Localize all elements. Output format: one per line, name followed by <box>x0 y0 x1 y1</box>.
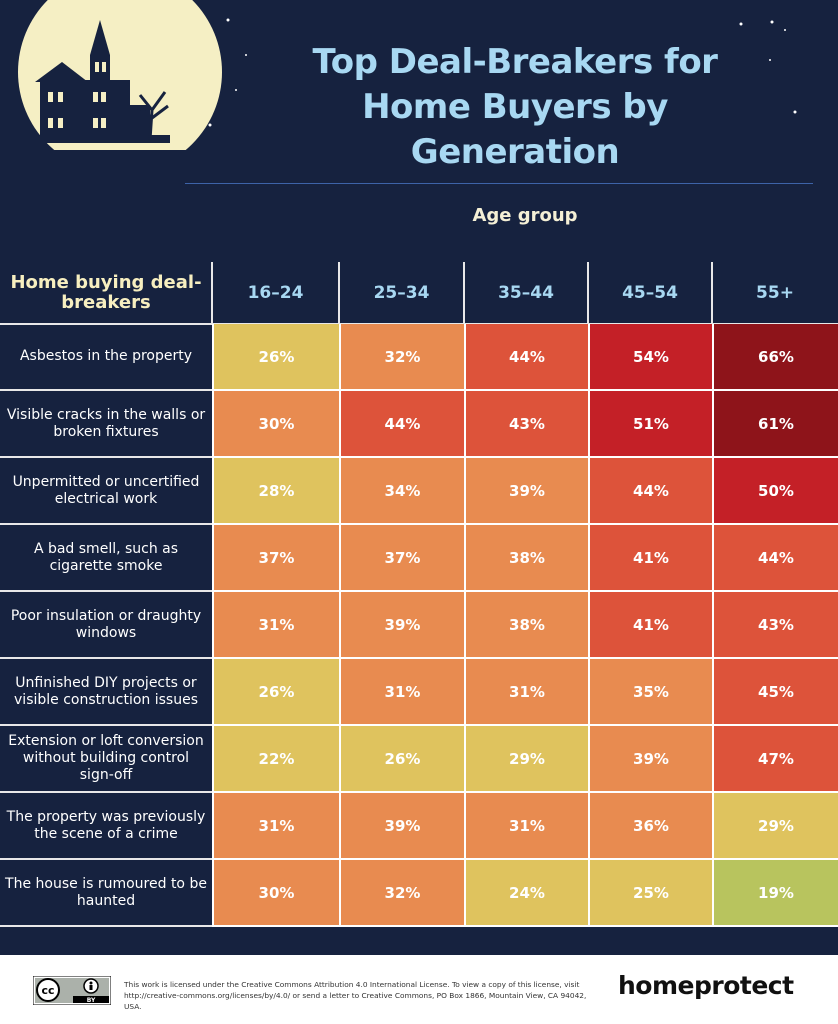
heatmap-cell: 26% <box>212 324 339 391</box>
heatmap-cell: 54% <box>588 324 712 391</box>
homeprotect-logo: homeprotect <box>618 971 794 1000</box>
haunted-house-silhouette <box>20 20 170 143</box>
row-label: Visible cracks in the walls or broken fi… <box>0 391 212 458</box>
heatmap-cell: 41% <box>588 525 712 592</box>
heatmap-cell: 30% <box>212 860 339 927</box>
heatmap-cell: 29% <box>464 726 588 793</box>
heatmap-cell: 44% <box>464 324 588 391</box>
row-label: Poor insulation or draughty windows <box>0 592 212 659</box>
row-label: Asbestos in the property <box>0 324 212 391</box>
stars-right <box>739 20 797 114</box>
heatmap-cell: 39% <box>339 592 464 659</box>
heatmap-cell: 24% <box>464 860 588 927</box>
heatmap-cell: 51% <box>588 391 712 458</box>
license-text: This work is licensed under the Creative… <box>124 980 587 1011</box>
row-label: The property was previously the scene of… <box>0 793 212 860</box>
column-header-4: 55+ <box>756 283 794 303</box>
row-label: Extension or loft conversion without bui… <box>0 726 212 793</box>
heatmap-cell: 61% <box>712 391 838 458</box>
column-header-0: 16–24 <box>247 283 304 303</box>
heatmap-cell: 47% <box>712 726 838 793</box>
heatmap-cell: 39% <box>464 458 588 525</box>
heatmap-cell: 31% <box>339 659 464 726</box>
age-group-label: Age group <box>472 205 578 226</box>
heatmap-cell: 39% <box>339 793 464 860</box>
heatmap-cell: 28% <box>212 458 339 525</box>
title-divider <box>185 183 813 184</box>
haunted-house-moon-illustration <box>18 0 247 150</box>
column-separator <box>463 262 465 324</box>
heatmap-cell: 32% <box>339 324 464 391</box>
heatmap-cell: 31% <box>212 592 339 659</box>
heatmap-cell: 26% <box>339 726 464 793</box>
heatmap-cell: 45% <box>712 659 838 726</box>
heatmap-cell: 37% <box>212 525 339 592</box>
by-badge-text: BY <box>87 997 96 1004</box>
column-separator <box>338 262 340 324</box>
heatmap-cell: 31% <box>212 793 339 860</box>
column-header-1: 25–34 <box>373 283 430 303</box>
chart-title: Top Deal-Breakers for Home Buyers by Gen… <box>312 42 718 172</box>
heatmap-cell: 19% <box>712 860 838 927</box>
column-header-3: 45–54 <box>622 283 678 303</box>
heatmap-cell: 43% <box>464 391 588 458</box>
column-header-2: 35–44 <box>498 283 554 303</box>
row-label: The house is rumoured to be haunted <box>0 860 212 927</box>
row-label: A bad smell, such as cigarette smoke <box>0 525 212 592</box>
heatmap-cell: 44% <box>712 525 838 592</box>
heatmap-cell: 22% <box>212 726 339 793</box>
heatmap-cell: 44% <box>588 458 712 525</box>
heatmap-cell: 37% <box>339 525 464 592</box>
house-windows <box>48 62 106 128</box>
column-separator <box>711 262 713 324</box>
heatmap-cell: 44% <box>339 391 464 458</box>
cc-by-license-badge: cc BY <box>33 976 111 1005</box>
heatmap-cell: 31% <box>464 793 588 860</box>
row-label: Unfinished DIY projects or visible const… <box>0 659 212 726</box>
row-header: Home buying deal-breakers <box>10 272 202 313</box>
heatmap-cell: 30% <box>212 391 339 458</box>
column-separator <box>211 262 213 324</box>
row-label: Unpermitted or uncertified electrical wo… <box>0 458 212 525</box>
infographic-background: Top Deal-Breakers for Home Buyers by Gen… <box>0 0 838 955</box>
heatmap-cell: 66% <box>712 324 838 391</box>
heatmap-cell: 32% <box>339 860 464 927</box>
heatmap-cell: 26% <box>212 659 339 726</box>
heatmap-cell: 39% <box>588 726 712 793</box>
heatmap-cell: 36% <box>588 793 712 860</box>
heatmap-cell: 38% <box>464 592 588 659</box>
heatmap-cell: 31% <box>464 659 588 726</box>
heatmap-cell: 34% <box>339 458 464 525</box>
heatmap-cell: 50% <box>712 458 838 525</box>
cc-badge-text: cc <box>41 984 54 997</box>
heatmap-cell: 43% <box>712 592 838 659</box>
heatmap-cell: 25% <box>588 860 712 927</box>
stars <box>208 18 247 127</box>
heatmap-cell: 29% <box>712 793 838 860</box>
heatmap-cell: 41% <box>588 592 712 659</box>
column-separator <box>587 262 589 324</box>
heatmap-cell: 38% <box>464 525 588 592</box>
heatmap-cell: 35% <box>588 659 712 726</box>
